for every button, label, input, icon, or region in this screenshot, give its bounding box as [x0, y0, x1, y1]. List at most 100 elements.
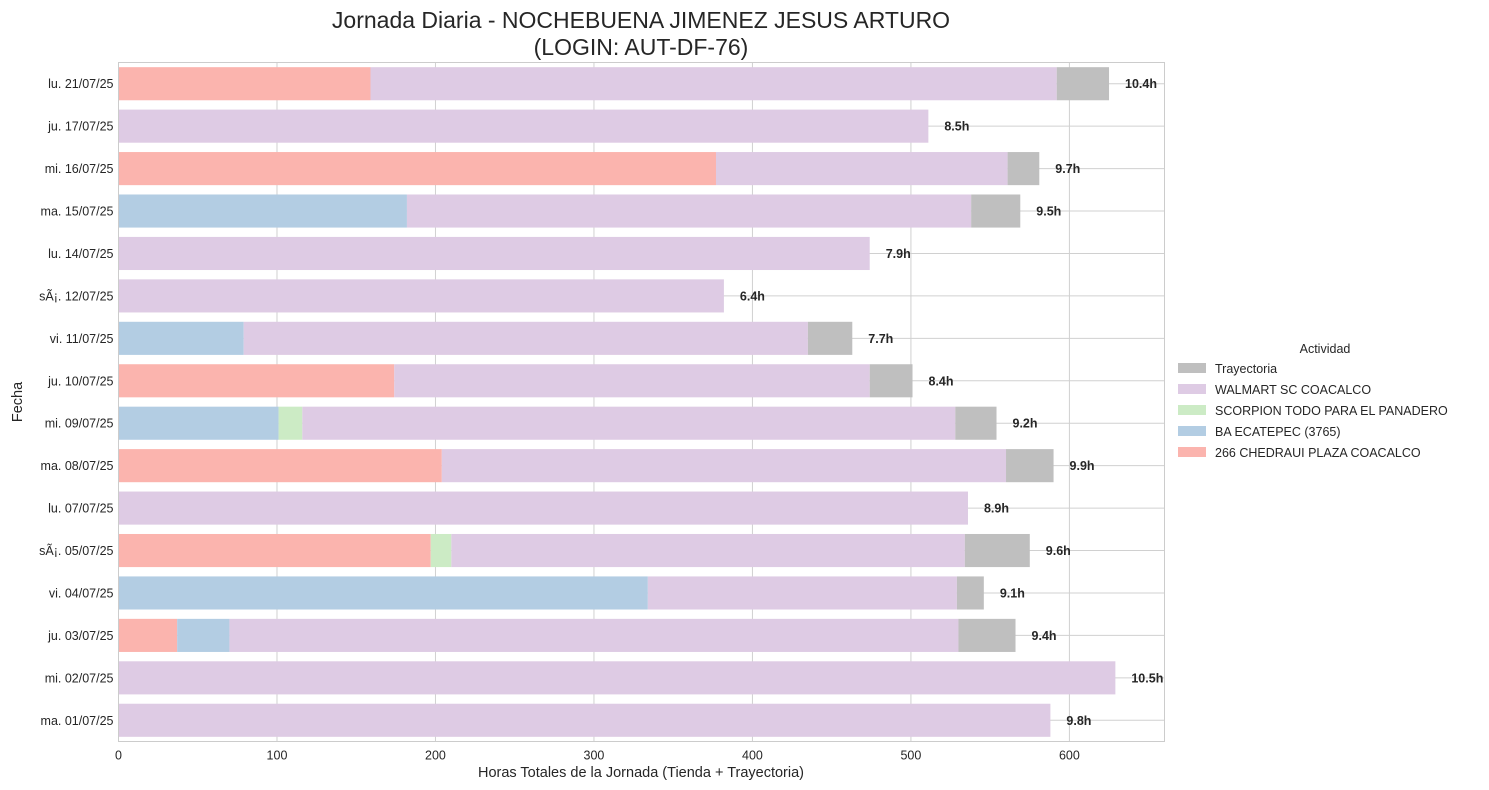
bar-segment-walmart-sc-coacalco — [394, 364, 870, 398]
x-tick-label: 100 — [267, 749, 288, 763]
bar-total-label: 7.7h — [868, 332, 893, 346]
bar-segment-ba-ecatepec-3765 — [118, 321, 244, 355]
y-tick-label: lu. 21/07/25 — [48, 77, 113, 91]
y-tick-label: lu. 14/07/25 — [48, 247, 113, 261]
bar-segment-ba-ecatepec-3765 — [118, 406, 279, 440]
bar-total-label: 9.1h — [1000, 586, 1025, 600]
bar-total-label: 9.5h — [1036, 205, 1061, 219]
y-axis-label: Fecha — [10, 381, 26, 422]
bar-segment-trayectoria — [958, 618, 1016, 652]
y-tick-label: ma. 15/07/25 — [41, 205, 114, 219]
legend-swatch-ba-ecatepec-3765 — [1178, 426, 1206, 436]
bar-segment-walmart-sc-coacalco — [243, 321, 808, 355]
bar-segment-trayectoria — [971, 194, 1021, 228]
y-tick-labels: lu. 21/07/25 ju. 17/07/25 mi. 16/07/25 ma. … — [39, 77, 113, 728]
legend-label: 266 CHEDRAUI PLAZA COACALCO — [1215, 446, 1421, 460]
x-tick-label: 600 — [1059, 749, 1080, 763]
bar-total-label: 8.5h — [944, 120, 969, 134]
y-tick-label: ma. 01/07/25 — [41, 714, 114, 728]
bar-segment-266-chedraui-plaza-coacalco — [118, 618, 178, 652]
bar-total-label: 10.4h — [1125, 77, 1157, 91]
bar-segment-scorpion-todo-para-el-panadero — [278, 406, 303, 440]
x-tick-label: 200 — [425, 749, 446, 763]
legend-swatch-266-chedraui-plaza-coacalco — [1178, 447, 1206, 457]
bar-segment-trayectoria — [807, 321, 853, 355]
legend-swatch-walmart-sc-coacalco — [1178, 384, 1206, 394]
bar-segment-scorpion-todo-para-el-panadero — [430, 533, 452, 568]
y-tick-label: mi. 09/07/25 — [45, 417, 114, 431]
y-tick-label: ju. 17/07/25 — [47, 120, 113, 134]
bar-segment-266-chedraui-plaza-coacalco — [118, 364, 395, 398]
y-tick-label: mi. 16/07/25 — [45, 162, 114, 176]
x-tick-label: 500 — [900, 749, 921, 763]
bar-segment-walmart-sc-coacalco — [229, 618, 959, 652]
bar-segment-trayectoria — [1056, 67, 1110, 101]
bar-total-label: 10.5h — [1131, 671, 1163, 685]
bar-segment-walmart-sc-coacalco — [441, 449, 1007, 483]
legend-label: BA ECATEPEC (3765) — [1215, 425, 1341, 439]
legend: Actividad Trayectoria WALMART SC COACALCO… — [1178, 342, 1448, 460]
bar-segment-trayectoria — [869, 364, 913, 398]
y-tick-label: mi. 02/07/25 — [45, 671, 114, 685]
bar-segment-ba-ecatepec-3765 — [177, 618, 230, 652]
x-tick-label: 0 — [115, 749, 122, 763]
bar-segment-trayectoria — [955, 406, 997, 440]
bar-segment-trayectoria — [956, 576, 984, 610]
bar-total-label: 9.4h — [1032, 629, 1057, 643]
bar-segment-ba-ecatepec-3765 — [118, 194, 407, 228]
bar-total-label: 9.9h — [1070, 459, 1095, 473]
chart-title-line1: Jornada Diaria - NOCHEBUENA JIMENEZ JESU… — [332, 7, 950, 33]
legend-label: SCORPION TODO PARA EL PANADERO — [1215, 404, 1448, 418]
bar-segment-walmart-sc-coacalco — [715, 152, 1008, 186]
bar-segment-266-chedraui-plaza-coacalco — [118, 533, 431, 568]
bar-segment-266-chedraui-plaza-coacalco — [118, 152, 716, 186]
bar-segment-walmart-sc-coacalco — [451, 533, 965, 568]
total-labels: 10.4h 8.5h 9.7h 9.5h 7.9h 6.4h 7.7h 8.4h 9.2h 9.9… — [740, 77, 1163, 728]
chart-title-line2: (LOGIN: AUT-DF-76) — [534, 34, 749, 60]
bar-total-label: 9.6h — [1046, 544, 1071, 558]
bar-segment-walmart-sc-coacalco — [118, 703, 1051, 737]
bar-segment-walmart-sc-coacalco — [302, 406, 956, 440]
legend-title: Actividad — [1300, 342, 1351, 356]
bar-total-label: 9.8h — [1066, 714, 1091, 728]
y-tick-label: sÃ¡. 05/07/25 — [39, 544, 113, 558]
y-tick-label: vi. 04/07/25 — [49, 586, 114, 600]
bar-total-label: 9.7h — [1055, 162, 1080, 176]
legend-label: WALMART SC COACALCO — [1215, 383, 1371, 397]
y-tick-label: ma. 08/07/25 — [41, 459, 114, 473]
bar-total-label: 8.9h — [984, 502, 1009, 516]
plot-frame — [118, 62, 1165, 742]
bar-segment-trayectoria — [964, 533, 1030, 568]
bar-segment-266-chedraui-plaza-coacalco — [118, 449, 442, 483]
bar-segment-walmart-sc-coacalco — [118, 661, 1116, 695]
bars — [118, 67, 1116, 737]
bar-segment-walmart-sc-coacalco — [406, 194, 972, 228]
bar-segment-trayectoria — [1006, 449, 1054, 483]
bar-segment-ba-ecatepec-3765 — [118, 576, 648, 610]
bar-segment-trayectoria — [1007, 152, 1040, 186]
x-tick-label: 400 — [742, 749, 763, 763]
y-tick-label: vi. 11/07/25 — [50, 332, 114, 346]
bar-total-label: 8.4h — [929, 374, 954, 388]
bar-total-label: 6.4h — [740, 289, 765, 303]
y-tick-label: sÃ¡. 12/07/25 — [39, 289, 113, 303]
x-tick-labels: 0 100 200 300 400 500 600 — [115, 749, 1080, 763]
y-tick-label: lu. 07/07/25 — [48, 502, 113, 516]
bar-segment-266-chedraui-plaza-coacalco — [118, 67, 371, 101]
bar-total-label: 7.9h — [886, 247, 911, 261]
bar-segment-walmart-sc-coacalco — [118, 109, 929, 143]
y-tick-label: ju. 10/07/25 — [47, 374, 113, 388]
legend-label: Trayectoria — [1215, 362, 1277, 376]
bar-segment-walmart-sc-coacalco — [118, 236, 870, 271]
legend-swatch-trayectoria — [1178, 363, 1206, 373]
bar-segment-walmart-sc-coacalco — [118, 491, 968, 525]
y-tick-label: ju. 03/07/25 — [47, 629, 113, 643]
x-axis-label: Horas Totales de la Jornada (Tienda + Tr… — [478, 765, 804, 781]
bar-segment-walmart-sc-coacalco — [118, 279, 724, 313]
legend-swatch-scorpion-todo-para-el-panadero — [1178, 405, 1206, 415]
bar-total-label: 9.2h — [1013, 417, 1038, 431]
x-tick-label: 300 — [584, 749, 605, 763]
bar-segment-walmart-sc-coacalco — [370, 67, 1057, 101]
bar-segment-walmart-sc-coacalco — [647, 576, 957, 610]
